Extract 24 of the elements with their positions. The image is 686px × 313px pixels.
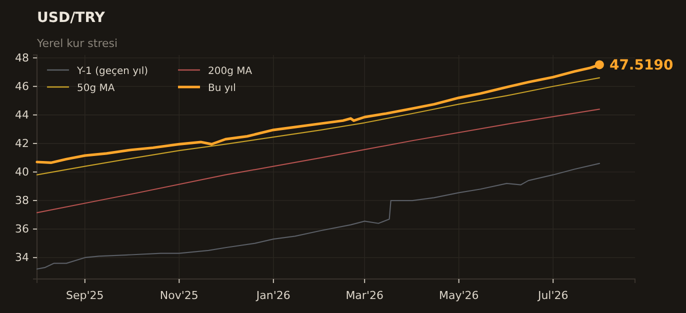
annotation: 47.5190 [609,58,674,74]
y-tick-label: 42 [15,136,29,150]
y-tick-label: 40 [15,166,29,179]
x-tick-label: Jan'26 [255,288,290,302]
y-tick-label: 48 [15,51,29,64]
x-tick-label: Nov'25 [160,288,198,302]
y-tick-label: 34 [15,251,29,264]
x-tick-label: Mar'26 [346,288,384,302]
line-series [36,77,600,176]
y-tick-label: 36 [15,222,29,236]
line-series [36,162,600,270]
legend-label: 50g MA [77,83,115,94]
chart-subtitle: Yerel kur stresi [36,37,118,50]
legend-label: Bu yıl [208,83,236,94]
y-tick-label: 46 [15,80,29,93]
legend-label: 200g MA [208,66,252,77]
x-tick-label: Sep'25 [66,288,104,302]
legend-label: Y-1 (geçen yıl) [76,66,148,77]
x-tick-label: Jul'26 [536,288,568,302]
x-tick-label: May'26 [438,288,479,302]
chart-title: USD/TRY [37,10,106,26]
y-tick-label: 44 [15,108,29,122]
line-series [36,108,600,214]
y-tick-label: 38 [15,194,29,208]
